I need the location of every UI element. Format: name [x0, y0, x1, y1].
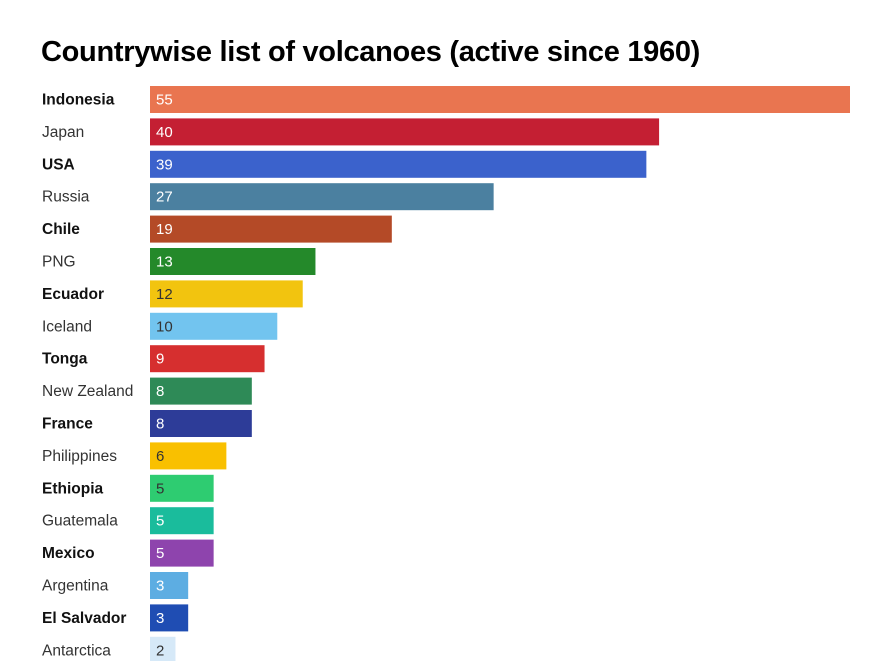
bar-value-label: 3 — [156, 578, 164, 595]
chart-title: Countrywise list of volcanoes (active si… — [41, 36, 700, 68]
bar-value-label: 19 — [156, 221, 173, 238]
bar-value-label: 12 — [156, 286, 173, 303]
bar-value-label: 10 — [156, 318, 173, 335]
category-label: Argentina — [42, 578, 109, 595]
category-label: New Zealand — [42, 383, 133, 400]
bar-value-label: 2 — [156, 642, 164, 659]
category-label: Mexico — [42, 545, 95, 562]
category-label: France — [42, 416, 93, 433]
bar-value-label: 5 — [156, 545, 164, 562]
bar-value-label: 5 — [156, 513, 164, 530]
bar-value-label: 40 — [156, 124, 173, 141]
bar[interactable] — [150, 118, 660, 146]
bar-value-label: 27 — [156, 189, 173, 206]
bar-value-label: 3 — [156, 610, 164, 627]
category-label: PNG — [42, 254, 76, 271]
bar[interactable] — [150, 539, 214, 567]
bar[interactable] — [150, 280, 303, 308]
category-label: Russia — [42, 189, 90, 206]
bar[interactable] — [150, 507, 214, 535]
category-label: Guatemala — [42, 513, 118, 530]
bar[interactable] — [150, 345, 265, 373]
bar-value-label: 6 — [156, 448, 164, 465]
category-label: Philippines — [42, 448, 117, 465]
bar[interactable] — [150, 183, 494, 211]
bar[interactable] — [150, 474, 214, 502]
category-label: Antarctica — [42, 642, 111, 659]
bar[interactable] — [150, 312, 278, 340]
bar[interactable] — [150, 442, 227, 470]
category-label: Ethiopia — [42, 480, 104, 497]
bar-value-label: 8 — [156, 416, 164, 433]
category-label: Tonga — [42, 351, 88, 368]
category-label: El Salvador — [42, 610, 126, 627]
bar[interactable] — [150, 377, 252, 405]
bar[interactable] — [150, 215, 392, 243]
bar[interactable] — [150, 150, 647, 178]
category-label: Ecuador — [42, 286, 104, 303]
category-label: Iceland — [42, 318, 92, 335]
bar-value-label: 13 — [156, 254, 173, 271]
category-label: Japan — [42, 124, 84, 141]
bar-value-label: 39 — [156, 156, 173, 173]
bar[interactable] — [150, 86, 850, 113]
category-label: USA — [42, 156, 75, 173]
bar-value-label: 9 — [156, 351, 164, 368]
bar[interactable] — [150, 248, 316, 275]
bar-value-label: 55 — [156, 92, 173, 109]
category-label: Chile — [42, 221, 80, 238]
bar-value-label: 5 — [156, 480, 164, 497]
bar-value-label: 8 — [156, 383, 164, 400]
bar[interactable] — [150, 636, 176, 661]
bar[interactable] — [150, 604, 189, 632]
bar[interactable] — [150, 572, 189, 599]
bar[interactable] — [150, 410, 252, 437]
category-label: Indonesia — [42, 92, 115, 109]
